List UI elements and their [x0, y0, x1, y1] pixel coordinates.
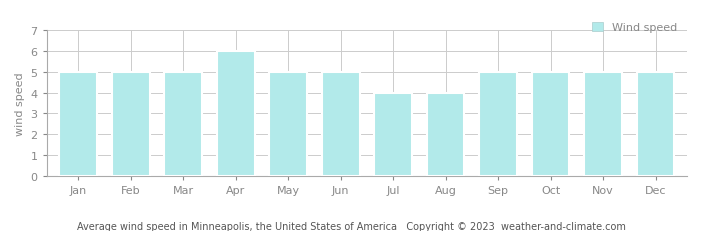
Bar [637, 72, 675, 176]
Bar [217, 52, 255, 176]
Bar [584, 72, 622, 176]
Bar [164, 72, 202, 176]
Bar [112, 72, 150, 176]
Bar [270, 72, 307, 176]
Bar [427, 93, 465, 176]
Bar [531, 72, 569, 176]
Bar [479, 72, 517, 176]
Bar [374, 93, 412, 176]
Y-axis label: wind speed: wind speed [15, 72, 25, 135]
Bar [322, 72, 359, 176]
Legend: Wind speed: Wind speed [588, 19, 682, 38]
Bar [59, 72, 97, 176]
Text: Average wind speed in Minneapolis, the United States of America   Copyright © 20: Average wind speed in Minneapolis, the U… [77, 221, 625, 231]
